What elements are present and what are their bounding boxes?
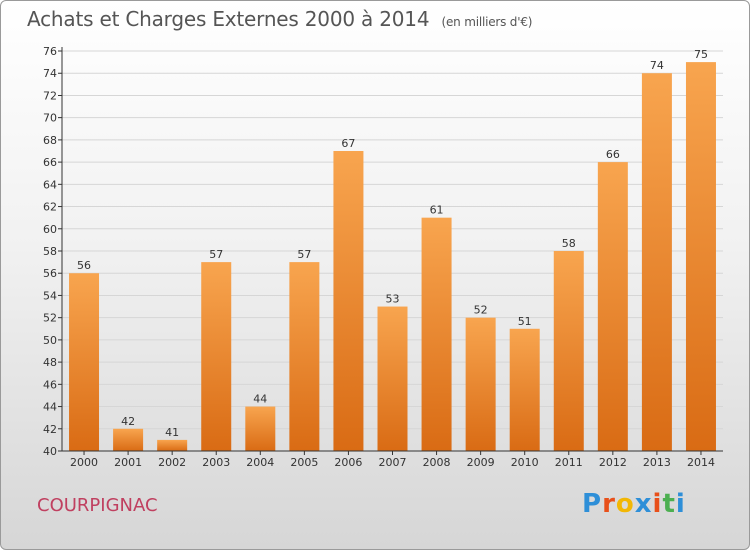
bar-2008 xyxy=(421,217,452,451)
x-tick-label: 2006 xyxy=(334,456,362,469)
bar-2001 xyxy=(113,428,144,451)
bar-2012 xyxy=(597,162,628,451)
logo-letter: P xyxy=(582,489,603,519)
x-tick-label: 2008 xyxy=(423,456,451,469)
bar-value-label: 53 xyxy=(386,293,400,306)
x-tick-label: 2000 xyxy=(70,456,98,469)
bar-2011 xyxy=(553,251,584,451)
bar-value-label: 57 xyxy=(209,248,223,261)
x-tick-label: 2012 xyxy=(599,456,627,469)
x-tick-label: 2011 xyxy=(555,456,583,469)
bar-2013 xyxy=(641,73,672,451)
bar-value-label: 75 xyxy=(694,48,708,61)
bar-value-label: 67 xyxy=(341,137,355,150)
bar-value-label: 56 xyxy=(77,259,91,272)
y-tick-label: 40 xyxy=(43,445,57,458)
y-tick-label: 50 xyxy=(43,334,57,347)
x-tick-label: 2002 xyxy=(158,456,186,469)
bar-2005 xyxy=(289,262,320,451)
y-tick-label: 64 xyxy=(43,178,57,191)
chart-title: Achats et Charges Externes 2000 à 2014 xyxy=(27,7,430,31)
bar-value-label: 51 xyxy=(518,315,532,328)
bar-2010 xyxy=(509,328,540,451)
logo-letter: o xyxy=(615,489,635,519)
x-tick-label: 2009 xyxy=(467,456,495,469)
bar-value-label: 61 xyxy=(430,204,444,217)
bar-2003 xyxy=(201,262,232,451)
bar-value-label: 44 xyxy=(253,393,267,406)
x-tick-label: 2007 xyxy=(379,456,407,469)
bar-value-label: 41 xyxy=(165,426,179,439)
x-tick-label: 2003 xyxy=(202,456,230,469)
logo-letter: r xyxy=(602,489,616,519)
bar-value-label: 58 xyxy=(562,237,576,250)
x-tick-label: 2014 xyxy=(687,456,715,469)
x-tick-label: 2001 xyxy=(114,456,142,469)
bar-value-label: 74 xyxy=(650,59,664,72)
y-tick-label: 66 xyxy=(43,156,57,169)
bar-2006 xyxy=(333,151,364,451)
y-tick-label: 48 xyxy=(43,356,57,369)
bar-2007 xyxy=(377,306,408,451)
y-tick-label: 72 xyxy=(43,89,57,102)
bar-value-label: 42 xyxy=(121,415,135,428)
y-tick-label: 62 xyxy=(43,201,57,214)
y-tick-label: 44 xyxy=(43,401,57,414)
x-tick-label: 2010 xyxy=(511,456,539,469)
y-tick-label: 68 xyxy=(43,134,57,147)
bars: 56 42 41 57 44 57 67 53 61 52 51 58 66 74 75 xyxy=(69,48,716,451)
bar-2014 xyxy=(685,62,716,451)
bar-2002 xyxy=(157,439,188,451)
y-tick-label: 74 xyxy=(43,67,57,80)
y-tick-label: 42 xyxy=(43,423,57,436)
y-tick-label: 60 xyxy=(43,223,57,236)
bar-2000 xyxy=(69,273,100,451)
y-tick-label: 76 xyxy=(43,45,57,58)
bar-value-label: 52 xyxy=(474,304,488,317)
logo-letter: t xyxy=(662,489,676,519)
bar-2004 xyxy=(245,406,276,451)
chart-subtitle: (en milliers d'€) xyxy=(441,15,533,29)
y-tick-label: 52 xyxy=(43,312,57,325)
bar-value-label: 66 xyxy=(606,148,620,161)
y-tick-label: 56 xyxy=(43,267,57,280)
x-tick-label: 2005 xyxy=(290,456,318,469)
x-tick-label: 2013 xyxy=(643,456,671,469)
x-tick-label: 2004 xyxy=(246,456,274,469)
y-tick-label: 54 xyxy=(43,289,57,302)
axes: 40 42 44 46 48 50 52 54 56 58 60 62 64 66 68 70 72 74 76 20… xyxy=(43,45,723,469)
logo-letter: i xyxy=(652,489,663,519)
chart-title-row: Achats et Charges Externes 2000 à 2014 (… xyxy=(27,7,532,31)
y-tick-label: 58 xyxy=(43,245,57,258)
logo-letter: i xyxy=(675,489,686,519)
y-tick-label: 46 xyxy=(43,378,57,391)
town-name: COURPIGNAC xyxy=(37,495,158,516)
proxiti-logo[interactable]: Proxiti xyxy=(582,489,686,519)
bar-value-label: 57 xyxy=(297,248,311,261)
logo-letter: x xyxy=(634,489,653,519)
y-tick-label: 70 xyxy=(43,112,57,125)
bar-2009 xyxy=(465,317,496,451)
